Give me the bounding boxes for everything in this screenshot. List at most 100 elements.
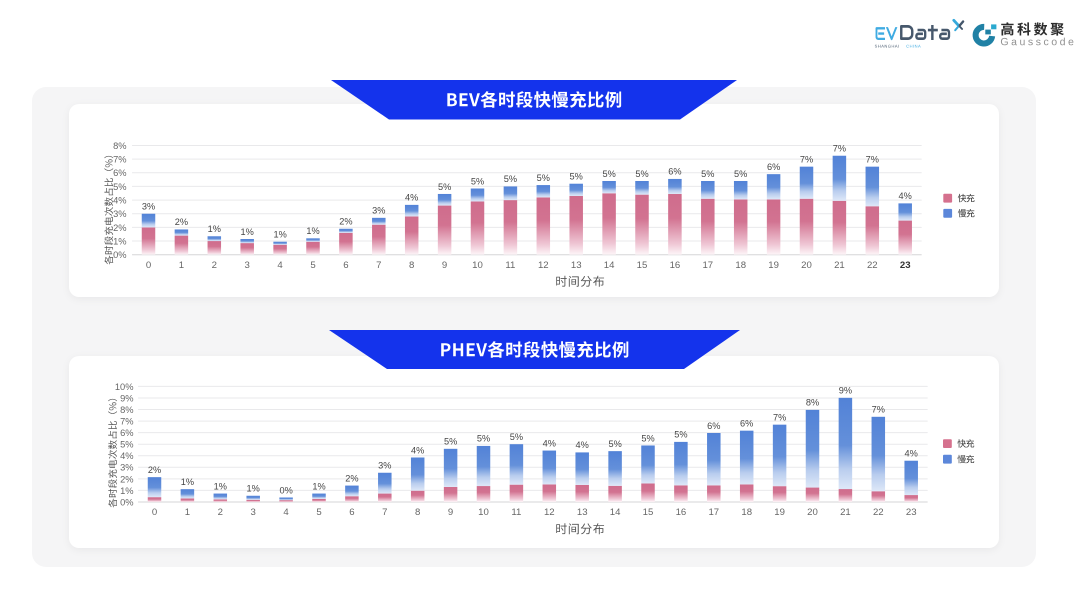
svg-text:2%: 2% [345, 473, 358, 483]
svg-text:6%: 6% [767, 162, 780, 172]
svg-text:6%: 6% [740, 419, 753, 429]
svg-text:4%: 4% [113, 196, 126, 206]
svg-text:1%: 1% [214, 481, 227, 491]
svg-text:12: 12 [538, 260, 549, 271]
svg-text:3: 3 [251, 507, 256, 518]
svg-text:6%: 6% [707, 421, 720, 431]
svg-text:2: 2 [218, 507, 223, 518]
svg-text:3%: 3% [378, 461, 391, 471]
svg-text:19: 19 [768, 260, 779, 271]
svg-text:1%: 1% [312, 481, 325, 491]
svg-text:7: 7 [382, 507, 387, 518]
svg-text:11: 11 [511, 507, 521, 518]
svg-text:6%: 6% [668, 167, 681, 177]
svg-text:5%: 5% [510, 432, 523, 442]
svg-text:4%: 4% [405, 193, 418, 203]
svg-text:7%: 7% [773, 413, 786, 423]
svg-text:5%: 5% [444, 437, 457, 447]
svg-text:7%: 7% [833, 144, 846, 154]
svg-text:2%: 2% [339, 217, 352, 227]
svg-text:1: 1 [185, 507, 190, 518]
svg-text:5%: 5% [674, 430, 687, 440]
svg-text:14: 14 [610, 507, 621, 518]
svg-text:4%: 4% [899, 191, 912, 201]
svg-text:6%: 6% [120, 428, 133, 438]
svg-text:3%: 3% [142, 202, 155, 212]
svg-text:1%: 1% [120, 486, 133, 496]
svg-text:7%: 7% [800, 155, 813, 165]
svg-text:13: 13 [577, 507, 588, 518]
svg-text:7%: 7% [113, 155, 126, 165]
svg-text:20: 20 [801, 260, 812, 271]
svg-text:10%: 10% [115, 382, 134, 392]
svg-text:5%: 5% [641, 433, 654, 443]
svg-text:3%: 3% [113, 209, 126, 219]
svg-text:4: 4 [277, 260, 283, 271]
svg-text:2%: 2% [175, 217, 188, 227]
svg-text:3%: 3% [372, 206, 385, 216]
svg-text:9: 9 [442, 260, 447, 271]
svg-text:2%: 2% [148, 465, 161, 475]
svg-text:12: 12 [544, 507, 555, 518]
svg-text:21: 21 [834, 260, 845, 271]
svg-text:2: 2 [212, 260, 217, 271]
svg-text:17: 17 [708, 507, 719, 518]
svg-text:10: 10 [478, 507, 489, 518]
svg-text:16: 16 [670, 260, 681, 271]
svg-text:7%: 7% [872, 405, 885, 415]
svg-text:8%: 8% [120, 405, 133, 415]
svg-text:21: 21 [840, 507, 851, 518]
svg-text:2%: 2% [120, 474, 133, 484]
svg-text:8: 8 [409, 260, 414, 271]
svg-text:5: 5 [316, 507, 321, 518]
svg-text:4%: 4% [543, 438, 556, 448]
svg-text:5%: 5% [734, 169, 747, 179]
svg-text:5%: 5% [120, 440, 133, 450]
svg-text:5%: 5% [701, 169, 714, 179]
svg-text:1%: 1% [113, 236, 126, 246]
svg-text:18: 18 [741, 507, 752, 518]
svg-text:0: 0 [152, 507, 157, 518]
svg-text:6: 6 [343, 260, 348, 271]
svg-text:5%: 5% [602, 169, 615, 179]
svg-text:1%: 1% [241, 227, 254, 237]
svg-text:18: 18 [735, 260, 746, 271]
svg-text:0%: 0% [120, 497, 133, 507]
svg-text:19: 19 [774, 507, 785, 518]
svg-text:4%: 4% [411, 445, 424, 455]
svg-text:3%: 3% [120, 463, 133, 473]
svg-text:10: 10 [472, 260, 483, 271]
svg-text:4%: 4% [120, 451, 133, 461]
svg-text:5%: 5% [570, 172, 583, 182]
svg-text:23: 23 [900, 260, 911, 271]
svg-text:5%: 5% [608, 439, 621, 449]
svg-text:11: 11 [505, 260, 515, 271]
svg-text:8: 8 [415, 507, 420, 518]
svg-text:1: 1 [179, 260, 184, 271]
svg-text:1%: 1% [273, 230, 286, 240]
svg-text:0%: 0% [279, 485, 292, 495]
svg-text:14: 14 [604, 260, 615, 271]
svg-text:6: 6 [349, 507, 354, 518]
svg-text:22: 22 [867, 260, 878, 271]
svg-text:5%: 5% [471, 176, 484, 186]
svg-text:9%: 9% [120, 393, 133, 403]
svg-text:6%: 6% [113, 168, 126, 178]
svg-text:0%: 0% [113, 250, 126, 260]
svg-text:5%: 5% [438, 182, 451, 192]
svg-text:1%: 1% [208, 224, 221, 234]
svg-text:5%: 5% [504, 174, 517, 184]
svg-text:2%: 2% [113, 223, 126, 233]
svg-text:22: 22 [873, 507, 884, 518]
svg-text:5%: 5% [635, 169, 648, 179]
svg-text:5%: 5% [537, 173, 550, 183]
svg-text:4: 4 [283, 507, 289, 518]
svg-text:1%: 1% [181, 477, 194, 487]
svg-text:4%: 4% [576, 440, 589, 450]
svg-text:0: 0 [146, 260, 151, 271]
svg-text:15: 15 [637, 260, 648, 271]
svg-text:1%: 1% [247, 484, 260, 494]
svg-text:15: 15 [643, 507, 654, 518]
svg-text:5%: 5% [113, 182, 126, 192]
svg-text:13: 13 [571, 260, 582, 271]
